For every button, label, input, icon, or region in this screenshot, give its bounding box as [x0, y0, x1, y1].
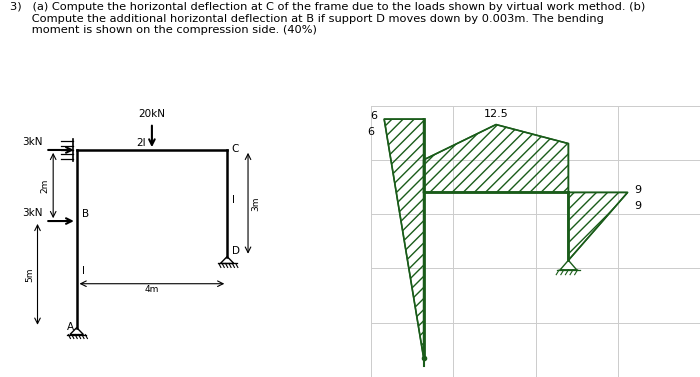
Polygon shape [220, 257, 234, 264]
Text: I: I [82, 266, 85, 276]
Text: 9: 9 [634, 201, 641, 211]
Polygon shape [560, 260, 577, 270]
Text: D: D [232, 246, 240, 256]
Text: B: B [82, 209, 89, 219]
Text: I: I [232, 195, 235, 205]
Text: 3kN: 3kN [22, 208, 43, 218]
Text: 12.5: 12.5 [484, 109, 508, 119]
Text: 5m: 5m [25, 267, 34, 282]
Text: 3)   (a) Compute the horizontal deflection at C of the frame due to the loads sh: 3) (a) Compute the horizontal deflection… [10, 2, 645, 35]
Text: 2I: 2I [136, 138, 146, 148]
Text: 6: 6 [370, 112, 377, 121]
Text: 3kN: 3kN [22, 136, 43, 147]
Text: 4m: 4m [145, 285, 159, 294]
Text: C: C [231, 144, 239, 155]
Polygon shape [70, 328, 83, 334]
Text: A: A [67, 322, 74, 332]
Text: 9: 9 [634, 185, 641, 195]
Text: 20kN: 20kN [139, 109, 165, 120]
Text: 3m: 3m [252, 196, 260, 210]
Text: 6: 6 [368, 127, 374, 137]
Text: 2m: 2m [41, 178, 50, 193]
